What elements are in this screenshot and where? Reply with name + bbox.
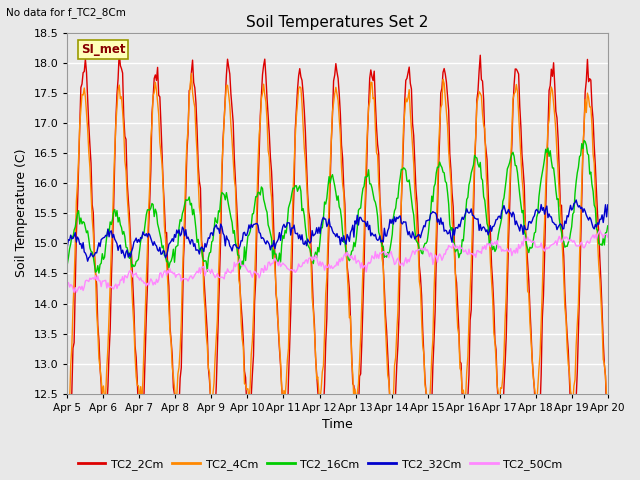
TC2_2Cm xyxy=(557,204,564,209)
TC2_32Cm xyxy=(604,202,612,208)
TC2_2Cm xyxy=(233,199,241,205)
TC2_2Cm xyxy=(604,419,612,424)
Line: TC2_50Cm: TC2_50Cm xyxy=(67,230,608,292)
TC2_50Cm xyxy=(393,257,401,263)
TC2_50Cm xyxy=(72,289,80,295)
TC2_4Cm xyxy=(604,395,612,400)
TC2_2Cm xyxy=(292,106,300,111)
TC2_32Cm xyxy=(572,197,580,203)
TC2_32Cm xyxy=(461,210,469,216)
TC2_2Cm xyxy=(317,426,325,432)
Line: TC2_16Cm: TC2_16Cm xyxy=(67,141,608,273)
TC2_50Cm xyxy=(604,234,612,240)
Legend: TC2_2Cm, TC2_4Cm, TC2_16Cm, TC2_32Cm, TC2_50Cm: TC2_2Cm, TC2_4Cm, TC2_16Cm, TC2_32Cm, TC… xyxy=(73,454,567,474)
TC2_32Cm xyxy=(556,222,563,228)
Text: No data for f_TC2_8Cm: No data for f_TC2_8Cm xyxy=(6,7,126,18)
TC2_50Cm xyxy=(292,268,300,274)
X-axis label: Time: Time xyxy=(322,419,353,432)
TC2_4Cm xyxy=(557,205,564,211)
Y-axis label: Soil Temperature (C): Soil Temperature (C) xyxy=(15,149,28,277)
Line: TC2_32Cm: TC2_32Cm xyxy=(67,200,608,261)
TC2_50Cm xyxy=(461,247,469,253)
TC2_16Cm xyxy=(233,243,241,249)
TC2_50Cm xyxy=(596,228,604,233)
TC2_16Cm xyxy=(604,223,612,229)
TC2_16Cm xyxy=(95,270,103,276)
TC2_32Cm xyxy=(84,258,92,264)
TC2_32Cm xyxy=(63,244,71,250)
TC2_16Cm xyxy=(292,183,300,189)
Text: SI_met: SI_met xyxy=(81,43,125,56)
TC2_32Cm xyxy=(233,244,241,250)
TC2_4Cm xyxy=(367,79,374,85)
TC2_2Cm xyxy=(463,416,470,422)
TC2_16Cm xyxy=(461,212,469,218)
TC2_32Cm xyxy=(393,215,401,220)
TC2_50Cm xyxy=(233,261,241,267)
TC2_2Cm xyxy=(63,417,71,422)
TC2_4Cm xyxy=(394,308,402,314)
TC2_4Cm xyxy=(388,408,396,414)
TC2_2Cm xyxy=(368,74,376,80)
Title: Soil Temperatures Set 2: Soil Temperatures Set 2 xyxy=(246,15,429,30)
TC2_16Cm xyxy=(393,195,401,201)
Line: TC2_4Cm: TC2_4Cm xyxy=(67,73,608,411)
TC2_50Cm xyxy=(63,281,71,287)
TC2_2Cm xyxy=(394,343,402,349)
TC2_16Cm xyxy=(556,216,563,221)
TC2_50Cm xyxy=(556,233,563,239)
TC2_16Cm xyxy=(580,138,588,144)
TC2_32Cm xyxy=(292,231,300,237)
TC2_4Cm xyxy=(233,224,241,229)
TC2_4Cm xyxy=(188,71,195,76)
TC2_4Cm xyxy=(292,114,300,120)
TC2_4Cm xyxy=(463,369,470,375)
TC2_50Cm xyxy=(367,259,374,264)
Line: TC2_2Cm: TC2_2Cm xyxy=(67,52,608,429)
TC2_32Cm xyxy=(367,233,374,239)
TC2_16Cm xyxy=(367,181,374,187)
TC2_4Cm xyxy=(63,400,71,406)
TC2_2Cm xyxy=(115,49,123,55)
TC2_16Cm xyxy=(63,261,71,267)
